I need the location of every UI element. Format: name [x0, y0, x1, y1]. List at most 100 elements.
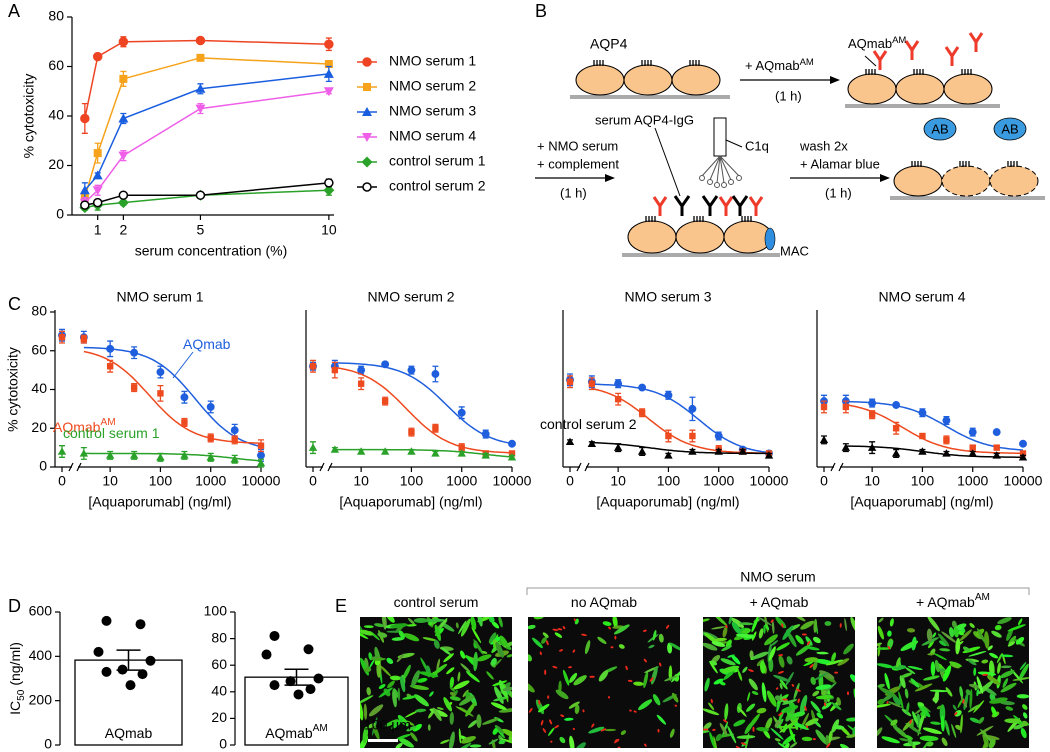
cell [724, 703, 729, 721]
cell [843, 643, 854, 655]
y-tick-label: 0 [39, 458, 47, 474]
data-point [130, 348, 139, 357]
cell [533, 617, 544, 620]
series-label: control serum 2 [540, 416, 637, 432]
cell [814, 720, 821, 728]
axis-break [319, 462, 333, 472]
cell [727, 725, 737, 744]
data-point [305, 684, 316, 695]
cell [501, 728, 512, 739]
cell [498, 739, 506, 745]
cell [541, 636, 547, 644]
cell [656, 714, 667, 725]
cell [892, 725, 908, 739]
cell [799, 694, 808, 713]
scale-bar [368, 739, 398, 742]
cell [372, 724, 380, 740]
data-point [432, 425, 439, 432]
cell [747, 691, 751, 702]
cell [920, 741, 929, 748]
cell [934, 659, 940, 673]
cell [906, 628, 916, 633]
cell [455, 622, 459, 629]
dead-cell [617, 746, 621, 748]
data-point [119, 74, 128, 83]
dye-label: AB [1001, 121, 1018, 136]
cell [735, 633, 755, 638]
cell [959, 629, 972, 641]
cell [930, 661, 936, 677]
cell [703, 708, 720, 716]
data-point [688, 447, 697, 455]
cell [398, 737, 414, 748]
cell [380, 665, 392, 677]
data-point [93, 149, 102, 158]
cell [713, 735, 718, 748]
cell [771, 620, 775, 634]
cell [906, 702, 910, 714]
cell [936, 705, 943, 710]
cell [973, 700, 985, 713]
cell [914, 709, 922, 715]
cell [573, 675, 587, 686]
cell [460, 663, 471, 673]
cell [569, 672, 578, 683]
data-point [261, 649, 272, 660]
data-point [156, 453, 165, 461]
data-point [918, 408, 927, 417]
cell [386, 657, 394, 664]
antibody-sup: AM [892, 35, 906, 46]
y-tick-label: 600 [29, 603, 53, 619]
data-point [842, 403, 850, 411]
cell [778, 708, 785, 722]
cell [433, 663, 448, 675]
cell [815, 729, 828, 745]
step-label: + complement [537, 156, 619, 171]
cell [941, 737, 948, 747]
cell [569, 735, 575, 748]
cell [413, 618, 428, 623]
cell [360, 701, 364, 721]
legend-marker [363, 83, 371, 91]
data-point [181, 419, 188, 426]
cell [914, 683, 933, 692]
cell [360, 695, 374, 705]
cell [849, 674, 855, 683]
cell [457, 671, 461, 682]
data-point [942, 416, 951, 425]
dead-cell [809, 664, 814, 669]
cell [789, 727, 796, 743]
cell [853, 688, 855, 699]
dead-cell [608, 626, 611, 630]
cell [969, 717, 981, 724]
c1q-stalk [713, 117, 727, 157]
cell [877, 642, 883, 647]
legend-marker [362, 57, 372, 67]
cell [728, 617, 733, 625]
fit-curve [334, 366, 512, 454]
dead-cell [909, 719, 912, 724]
y-axis-label: IC50 (ng/ml) [7, 642, 27, 715]
y-tick-label: 40 [48, 107, 64, 123]
cell [406, 726, 417, 732]
dead-cell [740, 742, 747, 746]
cell [396, 733, 411, 740]
cell [765, 717, 773, 730]
cell [879, 687, 897, 698]
data-point [79, 449, 89, 457]
cell [884, 672, 890, 690]
cell [675, 220, 725, 254]
cell [468, 719, 478, 728]
cell [366, 687, 371, 696]
data-point [285, 676, 296, 687]
aqp4-channels [593, 60, 700, 66]
igg [673, 195, 749, 216]
cell [613, 624, 630, 635]
data-point [614, 379, 623, 388]
cell [919, 712, 925, 728]
y-tick-label: 20 [31, 419, 47, 435]
dead-cell [801, 633, 807, 636]
data-point [867, 443, 877, 451]
cell [889, 618, 894, 627]
cell [412, 723, 423, 732]
